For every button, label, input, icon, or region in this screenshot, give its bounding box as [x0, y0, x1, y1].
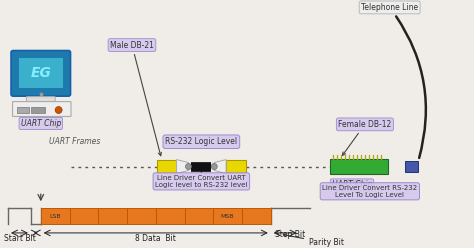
Text: Female DB-12: Female DB-12	[338, 120, 392, 155]
Bar	[184, 208, 213, 224]
Text: Male DB-21: Male DB-21	[110, 41, 162, 156]
Text: LSB: LSB	[49, 214, 61, 218]
Text: UART Chip: UART Chip	[20, 119, 61, 128]
Bar	[98, 208, 127, 224]
Bar	[242, 208, 271, 224]
FancyBboxPatch shape	[12, 102, 71, 117]
Text: Start Bit: Start Bit	[3, 234, 36, 243]
Text: EG: EG	[30, 66, 51, 80]
Text: UART Frames: UART Frames	[49, 137, 100, 146]
Text: UART Chip: UART Chip	[332, 180, 372, 189]
Bar	[226, 159, 246, 173]
Bar	[156, 208, 184, 224]
Bar	[17, 107, 29, 113]
Bar	[127, 208, 156, 224]
Polygon shape	[214, 159, 226, 173]
Bar	[41, 208, 70, 224]
FancyBboxPatch shape	[27, 97, 55, 103]
Polygon shape	[177, 159, 189, 173]
FancyBboxPatch shape	[19, 59, 63, 88]
Circle shape	[55, 107, 62, 114]
Text: Line Driver Convert RS-232
Level To Logic Level: Line Driver Convert RS-232 Level To Logi…	[322, 185, 418, 198]
Text: Line Driver Convert UART
Logic level to RS-232 level: Line Driver Convert UART Logic level to …	[155, 175, 247, 188]
Text: Telephone Line: Telephone Line	[361, 3, 426, 158]
FancyBboxPatch shape	[11, 51, 71, 96]
Circle shape	[185, 163, 191, 169]
Text: MSB: MSB	[221, 214, 234, 218]
Bar	[31, 107, 45, 113]
Circle shape	[211, 163, 217, 169]
Bar	[213, 208, 242, 224]
Bar	[70, 208, 98, 224]
Bar	[404, 160, 419, 172]
Bar	[330, 158, 388, 174]
Text: 8 Data  Bit: 8 Data Bit	[135, 234, 176, 243]
Text: Stop Bit: Stop Bit	[275, 230, 305, 239]
Text: Parity Bit: Parity Bit	[283, 234, 344, 247]
Bar	[157, 159, 177, 173]
Text: RS-232 Logic Level: RS-232 Logic Level	[165, 137, 237, 146]
